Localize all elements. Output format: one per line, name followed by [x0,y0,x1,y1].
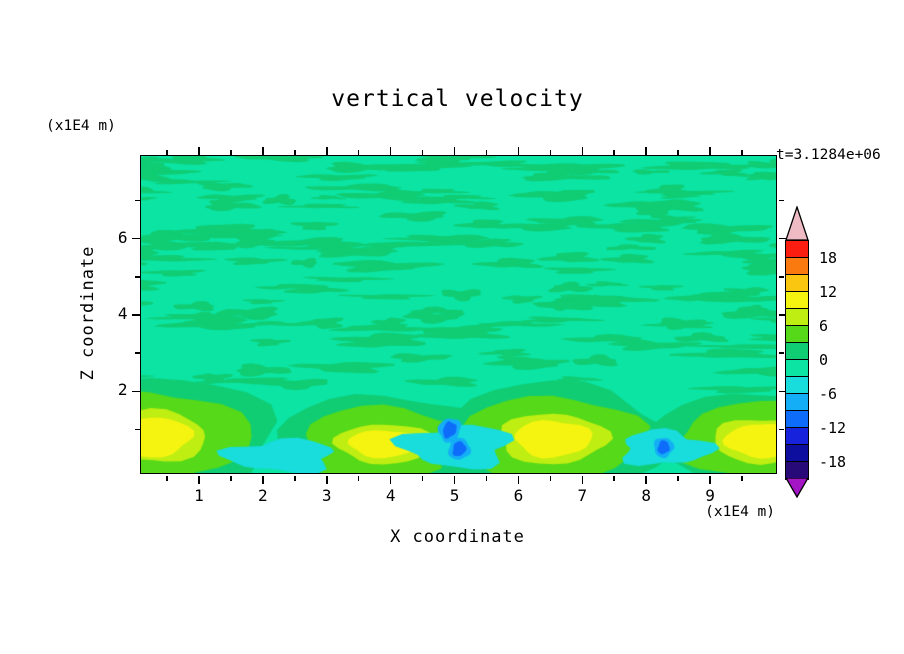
colorbar-tick-label: -6 [819,385,838,403]
x-minor-tick [613,475,615,481]
x-tick-label: 7 [577,485,588,505]
x-minor-tick-top [421,149,424,155]
colorbar-labels: 18 12 6 0 -6 -12 -18 [819,240,863,480]
x-minor-tick-top [485,149,488,155]
y-minor-tick [134,352,140,354]
x-tick-label: 3 [321,485,332,505]
x-major-tick [389,475,392,484]
y-minor-tick-right [778,428,784,431]
x-tick-label: 2 [258,485,268,505]
x-minor-tick-top [230,149,232,155]
y-tick-label: 6 [117,227,128,247]
colorbar-tick-label: 18 [819,249,838,267]
colorbar-segment [786,445,808,462]
y-axis-unit-label: (x1E4 m) [46,118,116,134]
x-major-tick-top [262,146,264,155]
colorbar-segment [786,343,808,360]
x-major-tick [198,475,200,484]
x-minor-tick-top [741,149,743,155]
colorbar-segment [786,428,808,445]
y-minor-tick-right [778,276,784,278]
time-label: t=3.1284e+06 [776,147,881,163]
colorbar-segment [786,411,808,428]
colorbar-tick-label: 6 [819,317,829,335]
x-major-tick-top [326,146,328,155]
colorbar: 18 12 6 0 -6 -12 -18 [785,206,846,506]
x-minor-tick [421,475,424,481]
x-minor-tick-top [294,149,296,155]
colorbar-top-arrow-icon [785,206,809,240]
x-major-tick [326,475,328,484]
y-tick-label: 2 [117,380,128,400]
x-tick-label: 4 [385,485,396,505]
colorbar-stack [785,240,809,480]
colorbar-tick-label: 12 [819,283,838,301]
colorbar-segment [786,394,808,411]
x-axis-unit-label: (x1E4 m) [705,504,775,520]
x-tick-label: 8 [641,485,651,505]
contour-field-canvas [141,156,776,473]
x-minor-tick-top [677,149,679,155]
y-minor-tick [134,199,140,202]
x-major-tick-top [198,146,200,155]
colorbar-segment [786,241,808,258]
colorbar-segment [786,462,808,479]
axis-tick-layer: 1 2 3 4 5 6 7 8 9 2 4 6 [118,146,787,505]
y-major-tick-right [778,390,787,393]
x-major-tick [581,475,584,484]
x-major-tick [645,475,647,484]
x-major-tick [453,475,456,484]
colorbar-segment [786,360,808,377]
y-tick-label: 4 [117,304,128,323]
y-minor-tick-right [778,352,784,354]
colorbar-segment [786,258,808,275]
x-major-tick [262,475,264,484]
x-major-tick-top [645,146,647,155]
x-tick-label: 5 [449,485,460,505]
x-major-tick [709,475,711,484]
y-major-tick [131,390,140,393]
x-tick-label: 1 [194,485,204,505]
x-minor-tick [357,475,360,481]
x-major-tick-top [581,146,584,155]
colorbar-segment [786,275,808,292]
x-major-tick-top [709,146,711,155]
x-minor-tick [677,475,679,481]
y-minor-tick [134,276,140,278]
x-minor-tick-top [549,149,552,155]
x-tick-label: 6 [513,485,524,505]
x-axis-title: X coordinate [390,527,525,547]
x-major-tick [517,475,520,484]
y-minor-tick-right [778,199,784,202]
colorbar-tick-label: -18 [819,453,847,471]
y-minor-tick [134,428,140,431]
colorbar-bottom-arrow-icon [785,478,809,498]
y-major-tick-right [778,314,787,316]
colorbar-segment [786,326,808,343]
x-minor-tick-top [357,149,360,155]
y-major-tick-right [778,237,787,240]
x-major-tick-top [389,146,392,155]
x-minor-tick-top [613,149,615,155]
plot-frame [140,155,777,474]
x-minor-tick-top [166,149,168,155]
x-minor-tick [230,475,232,481]
plot-title: vertical velocity [331,86,584,112]
y-major-tick [131,314,140,316]
colorbar-segment [786,309,808,326]
x-minor-tick [549,475,552,481]
y-major-tick [131,237,140,240]
colorbar-tick-label: 0 [819,351,829,369]
x-tick-label: 9 [705,485,715,505]
colorbar-tick-label: -12 [819,419,847,437]
x-major-tick-top [453,146,456,155]
x-minor-tick [166,475,168,481]
x-minor-tick [741,475,743,481]
colorbar-segment [786,377,808,394]
x-major-tick-top [517,146,520,155]
x-minor-tick [294,475,296,481]
x-minor-tick [485,475,488,481]
colorbar-segment [786,292,808,309]
